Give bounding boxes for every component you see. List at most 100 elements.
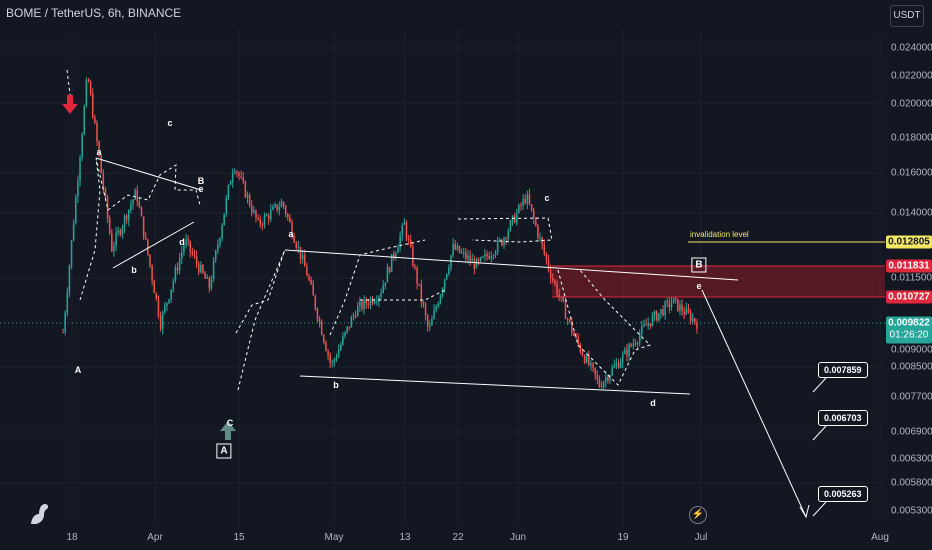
candle-body — [393, 254, 395, 258]
y-tick: 0.006900 — [891, 426, 932, 438]
candle-body — [549, 269, 552, 279]
candle-body — [575, 335, 577, 338]
current-price-tag: 0.009822 01:26:20 — [886, 316, 932, 344]
candle-body — [221, 225, 223, 239]
candle-body — [134, 189, 136, 200]
candle-body — [624, 349, 626, 354]
candle-body — [636, 342, 639, 345]
candlestick-series — [62, 77, 698, 390]
wave-label: c — [544, 193, 550, 203]
candle-body — [524, 198, 526, 204]
candle-body — [465, 252, 467, 259]
x-tick: 13 — [399, 532, 411, 543]
candle-body — [295, 242, 298, 248]
wave-label: a — [96, 147, 102, 157]
candle-body — [490, 256, 493, 259]
candle-body — [420, 284, 423, 302]
candle-body — [615, 362, 618, 366]
candle-body — [96, 122, 98, 142]
candle-body — [77, 180, 79, 198]
candle-body — [87, 79, 90, 82]
candle-body — [278, 207, 281, 211]
candle-body — [263, 215, 266, 226]
candle-body — [195, 255, 198, 264]
bolt-icon[interactable]: ⚡ — [689, 506, 707, 524]
candle-body — [189, 240, 192, 252]
candle-body — [484, 253, 486, 257]
candle-body — [333, 359, 336, 362]
candle-body — [202, 265, 204, 273]
candle-body — [253, 210, 255, 213]
candle-body — [664, 302, 666, 316]
candle-body — [130, 204, 132, 210]
candle-body — [348, 326, 351, 328]
wave-label: C — [226, 418, 234, 428]
wave-label: b — [131, 265, 137, 275]
candle-body — [70, 240, 73, 267]
candle-body — [323, 335, 325, 343]
candle-body — [369, 298, 372, 306]
candle-body — [694, 318, 696, 323]
candle-body — [284, 206, 287, 215]
candle-body — [405, 222, 408, 239]
candle-body — [210, 279, 213, 289]
candle-body — [327, 350, 329, 356]
candle-body — [545, 253, 548, 260]
currency-button[interactable]: USDT — [890, 5, 924, 27]
wave-label: c — [167, 118, 173, 128]
candle-body — [590, 362, 592, 366]
candle-body — [153, 280, 155, 294]
candle-body — [72, 223, 75, 241]
candle-body — [246, 194, 249, 198]
candle-body — [571, 321, 573, 333]
candle-body — [142, 216, 145, 237]
candle-body — [407, 238, 410, 240]
candle-body — [458, 246, 461, 253]
y-tick: 0.008500 — [891, 361, 932, 373]
candle-body — [628, 344, 630, 357]
candle-body — [306, 266, 308, 276]
candle-body — [238, 172, 240, 177]
candle-body — [136, 189, 139, 203]
candle-body — [568, 319, 571, 322]
candle-body — [318, 319, 321, 322]
candle-body — [397, 247, 399, 253]
candle-body — [373, 301, 376, 304]
candle-body — [289, 217, 291, 223]
candle-body — [149, 254, 151, 266]
candle-body — [479, 257, 482, 262]
candle-body — [208, 277, 211, 289]
candle-body — [331, 361, 334, 363]
candle-body — [352, 315, 355, 318]
x-tick: 18 — [66, 532, 78, 543]
candle-body — [412, 246, 414, 266]
zone-top-price-tag: 0.011831 — [886, 259, 932, 273]
arrow-up-green-icon — [220, 421, 236, 440]
candle-body — [494, 251, 497, 256]
candle-body — [431, 318, 433, 326]
candle-body — [501, 239, 503, 246]
candle-body — [168, 299, 170, 303]
candle-body — [280, 202, 283, 208]
candle-body — [554, 280, 556, 284]
candle-body — [367, 303, 370, 306]
candle-body — [172, 280, 175, 290]
candle-body — [439, 295, 442, 304]
candle-body — [649, 323, 652, 326]
candle-body — [108, 217, 111, 234]
candle-body — [384, 282, 387, 286]
x-tick: 19 — [617, 532, 629, 543]
candle-body — [515, 212, 518, 223]
candle-body — [566, 319, 569, 321]
candle-body — [91, 93, 94, 118]
candle-body — [596, 374, 599, 379]
candle-body — [658, 313, 660, 321]
invalidation-label: invalidation level — [690, 230, 749, 239]
candle-body — [270, 209, 272, 220]
candle-body — [346, 326, 348, 332]
wave-label: e — [198, 184, 204, 194]
candle-body — [361, 301, 363, 310]
candle-body — [382, 285, 384, 294]
candle-body — [598, 378, 601, 387]
